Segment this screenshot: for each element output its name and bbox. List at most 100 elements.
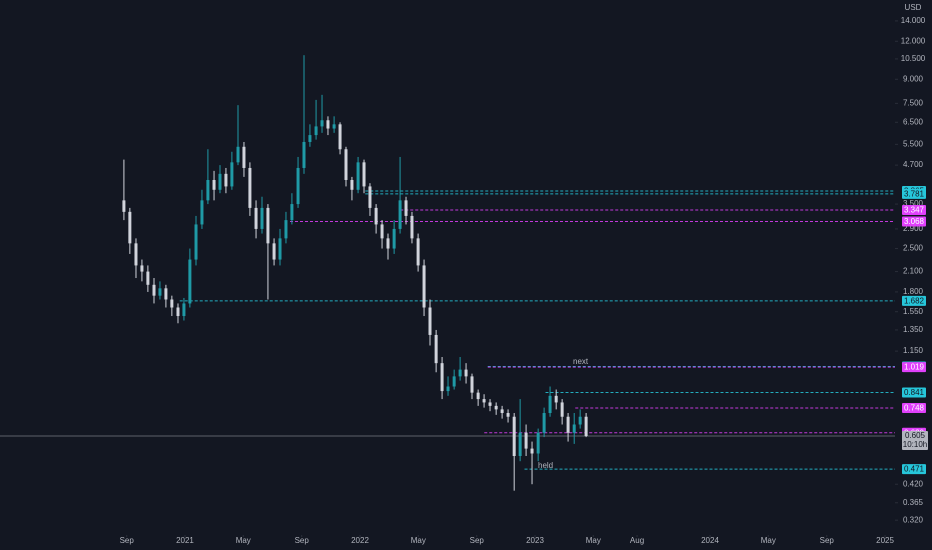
candle-body xyxy=(440,363,444,392)
x-tick-label: 2024 xyxy=(701,536,719,545)
candle-body xyxy=(356,162,360,190)
candle-body xyxy=(128,211,132,244)
level-label-box xyxy=(902,216,926,227)
candle-body xyxy=(584,416,588,437)
candle-body xyxy=(236,146,240,163)
candle-body xyxy=(320,120,324,127)
candle-body xyxy=(188,259,192,304)
candle-body xyxy=(230,162,234,187)
candle-body xyxy=(314,126,318,136)
x-tick-label: May xyxy=(411,536,426,545)
candle-body xyxy=(416,238,420,266)
candle-body xyxy=(386,238,390,249)
currency-label: USD xyxy=(905,3,922,12)
candle-body xyxy=(428,307,432,335)
y-tick-label: 2.100 xyxy=(903,267,924,276)
y-tick-label: 5.500 xyxy=(903,139,924,148)
candle-body xyxy=(194,224,198,260)
candle-body xyxy=(482,399,486,403)
y-tick-label: 0.365 xyxy=(903,498,924,507)
y-tick-label: 12.000 xyxy=(901,36,926,45)
x-tick-label: Sep xyxy=(295,536,310,545)
y-tick-label: 1.150 xyxy=(903,346,924,355)
y-tick-label: 4.700 xyxy=(903,160,924,169)
level-label-box xyxy=(902,188,926,199)
y-tick-label: 7.500 xyxy=(903,98,924,107)
candle-body xyxy=(512,416,516,457)
x-tick-label: Aug xyxy=(630,536,644,545)
level-label-box xyxy=(902,387,926,398)
x-tick-label: 2022 xyxy=(351,536,369,545)
candle-body xyxy=(464,369,468,377)
candle-body xyxy=(506,413,510,417)
candle-body xyxy=(572,424,576,433)
candle-body xyxy=(566,416,570,433)
candle-body xyxy=(368,186,372,208)
level-label-box xyxy=(902,204,926,215)
candle-body xyxy=(524,432,528,449)
candle-body xyxy=(494,405,498,410)
level-label-box xyxy=(902,295,926,306)
y-tick-label: 9.000 xyxy=(903,74,924,83)
candle-body xyxy=(458,369,462,377)
y-tick-label: 2.500 xyxy=(903,244,924,253)
candle-body xyxy=(212,179,216,190)
candle-body xyxy=(500,409,504,414)
candle-body xyxy=(374,207,378,225)
candle-body xyxy=(152,284,156,296)
countdown-label: 10:10h xyxy=(903,440,927,449)
level-label-box xyxy=(902,464,926,475)
x-tick-label: Sep xyxy=(470,536,485,545)
y-tick-label: 10.500 xyxy=(901,54,926,63)
y-tick-label: 6.500 xyxy=(903,117,924,126)
level-label: 3.781 xyxy=(904,189,925,198)
x-tick-label: 2023 xyxy=(526,536,544,545)
candle-body xyxy=(434,334,438,364)
candle-body xyxy=(362,162,366,187)
candle-body xyxy=(350,179,354,190)
candle-body xyxy=(398,200,402,229)
candle-body xyxy=(410,215,414,239)
y-tick-label: 14.000 xyxy=(901,16,926,25)
candle-body xyxy=(146,271,150,285)
candle-body xyxy=(266,207,270,244)
level-label-box xyxy=(902,402,926,413)
candle-body xyxy=(578,416,582,425)
annotation: held xyxy=(538,461,553,470)
level-label: 1.019 xyxy=(904,363,925,372)
y-tick-label: 1.350 xyxy=(903,325,924,334)
candle-body xyxy=(308,135,312,142)
candle-body xyxy=(530,448,534,454)
candle-body xyxy=(446,386,450,392)
candle-body xyxy=(392,228,396,249)
candle-body xyxy=(404,200,408,216)
x-tick-label: Sep xyxy=(820,536,835,545)
x-tick-label: 2025 xyxy=(876,536,894,545)
candle-body xyxy=(326,120,330,129)
candle-body xyxy=(278,238,282,260)
candle-body xyxy=(224,173,228,187)
candle-body xyxy=(338,124,342,150)
candle-body xyxy=(476,392,480,400)
y-tick-label: 0.320 xyxy=(903,515,924,524)
candle-body xyxy=(290,204,294,221)
candle-body xyxy=(158,288,162,296)
candle-body xyxy=(164,288,168,300)
x-tick-label: May xyxy=(236,536,251,545)
x-tick-label: May xyxy=(586,536,601,545)
level-label: 0.748 xyxy=(904,404,925,413)
y-tick-label: 1.550 xyxy=(903,307,924,316)
candle-body xyxy=(536,432,540,454)
current-price-label: 0.605 xyxy=(905,431,926,440)
y-tick-label: 2.900 xyxy=(903,224,924,233)
x-tick-label: Sep xyxy=(120,536,135,545)
candle-body xyxy=(560,402,564,417)
current-price-box xyxy=(902,431,928,451)
candle-body xyxy=(380,224,384,239)
x-tick-label: 2021 xyxy=(176,536,194,545)
candle-body xyxy=(548,395,552,414)
candle-body xyxy=(182,303,186,317)
